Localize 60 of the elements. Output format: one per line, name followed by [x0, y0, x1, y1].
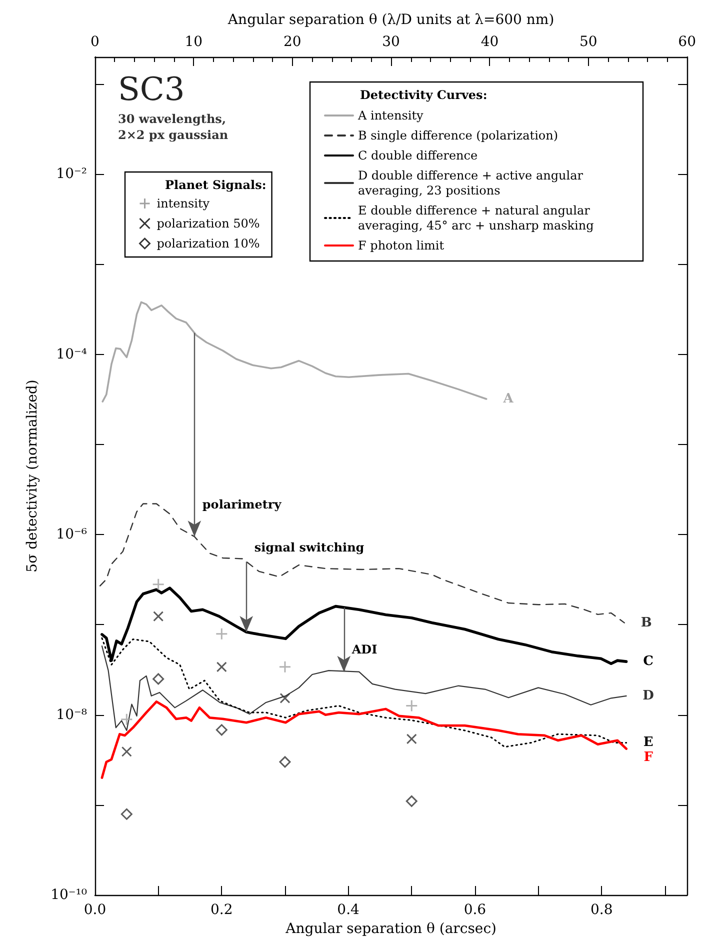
point — [152, 578, 165, 591]
point — [153, 611, 164, 622]
point — [216, 724, 228, 736]
line-series — [101, 645, 627, 732]
legend-label: F photon limit — [358, 238, 444, 252]
annotation: C — [643, 654, 654, 670]
legend-label: B single difference (polarization) — [358, 128, 558, 142]
point — [120, 808, 132, 820]
legend-title: Detectivity Curves: — [360, 88, 488, 102]
point — [405, 700, 418, 712]
legend-label: E double difference + natural angular averaging, 45° arc + unsharp masking — [358, 204, 594, 232]
x2-tick-label: 60 — [678, 34, 696, 50]
legend-label: intensity — [156, 196, 210, 210]
x2-tick-label: 30 — [382, 34, 400, 50]
point — [152, 673, 164, 685]
y-tick-label: 10⁻⁴ — [56, 346, 88, 362]
x-tick-label: 0.8 — [590, 902, 613, 918]
point — [121, 746, 132, 757]
legend-label: A intensity — [357, 108, 424, 122]
y-axis-title: 5σ detectivity (normalized) — [24, 380, 41, 572]
annotation: D — [642, 688, 654, 704]
point — [215, 628, 228, 640]
legend-label: polarization 10% — [156, 236, 260, 250]
y-tick-label: 10⁻² — [56, 166, 87, 182]
x2-tick-label: 0 — [90, 34, 100, 50]
x2-axis-title: Angular separation θ (λ/D units at λ=600 nm) — [226, 12, 554, 28]
x-tick-label: 0.4 — [337, 902, 360, 918]
legend-label: C double difference — [358, 148, 478, 162]
y-tick-label: 10⁻⁶ — [56, 526, 88, 543]
legend-label: polarization 50% — [156, 216, 260, 230]
x2-tick-label: 20 — [283, 34, 302, 50]
annotation: ADI — [350, 642, 378, 656]
x-tick-label: 0.0 — [84, 902, 106, 918]
line-series — [102, 301, 488, 402]
x2-tick-label: 40 — [480, 34, 499, 50]
annotation: A — [502, 392, 514, 406]
chart-title: SC3 — [118, 70, 185, 108]
line-series — [100, 700, 628, 779]
annotation: signal switching — [254, 540, 365, 555]
annotation: Planet Signals: — [165, 178, 266, 192]
point — [280, 692, 290, 704]
y-tick-label: 10⁻¹⁰ — [50, 887, 88, 903]
y-tick-label: 10⁻⁸ — [56, 706, 88, 723]
annotation: F — [644, 750, 654, 766]
legend-label: D double difference + active angular averaging, 23 positions — [358, 168, 587, 198]
point — [406, 734, 417, 744]
point — [278, 660, 292, 674]
x-axis-title: Angular separation θ (arcsec) — [284, 920, 496, 937]
annotation: polarimetry — [202, 498, 282, 512]
annotation: E — [643, 735, 654, 750]
point — [279, 756, 291, 768]
x-tick-label: 0.6 — [464, 902, 486, 918]
annotation: B — [640, 615, 652, 630]
x2-tick-label: 10 — [184, 34, 203, 50]
x2-tick-label: 50 — [579, 34, 598, 50]
text: 30 wavelengths, 2×2 px gaussian — [118, 112, 228, 142]
point — [216, 662, 227, 672]
x-tick-label: 0.2 — [210, 902, 233, 918]
point — [406, 795, 418, 807]
point — [120, 713, 133, 726]
